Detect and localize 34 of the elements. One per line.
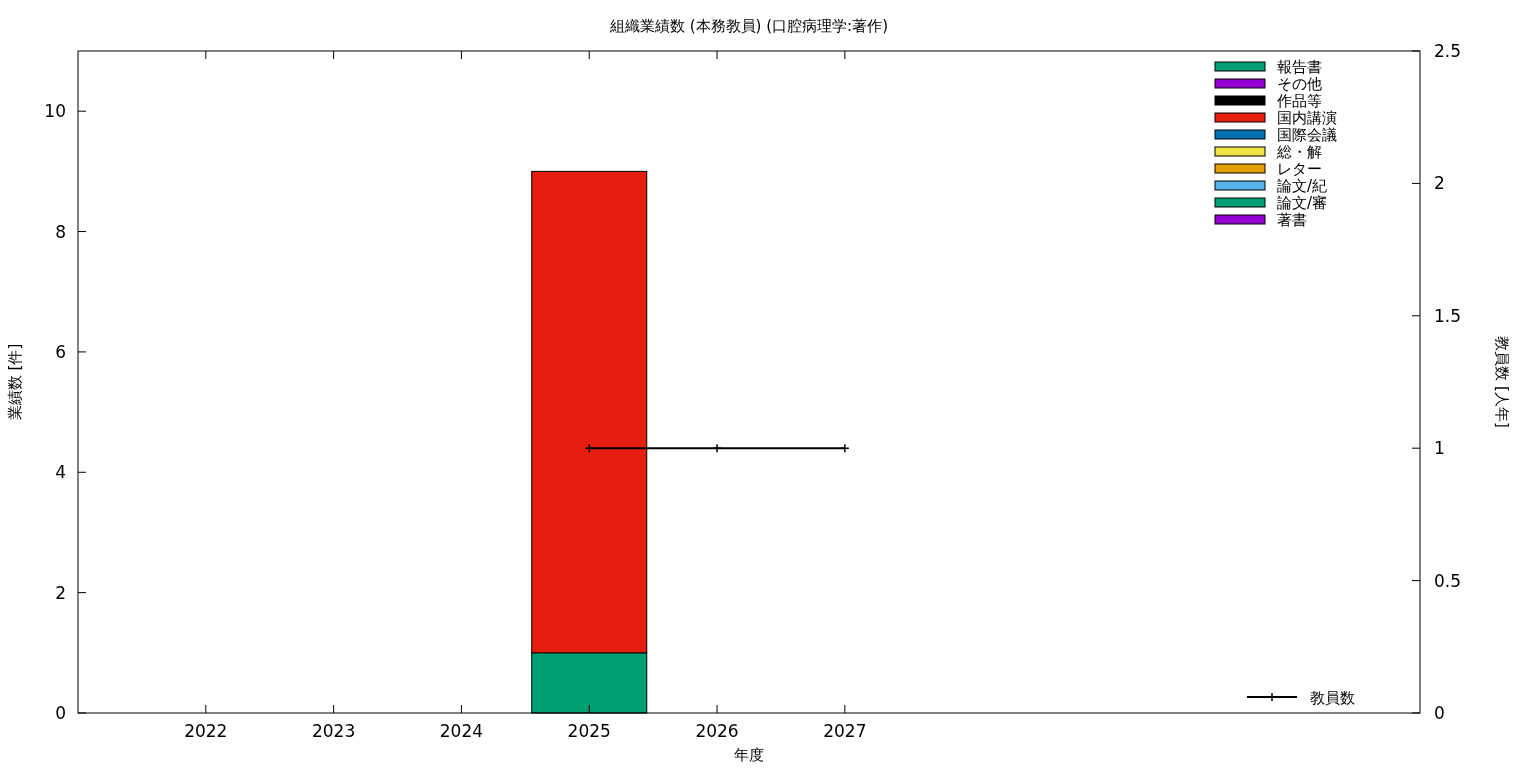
y2-tick-label: 2.5 [1434,41,1462,61]
y-axis-title: 業績数 [件] [6,343,24,421]
y2-tick-label: 0.5 [1434,570,1462,591]
legend-label: 論文/審 [1277,194,1328,212]
chart-title: 組織業績数 (本務教員) (口腔病理学:著作) [609,17,888,35]
legend-label: 国内講演 [1277,109,1337,127]
legend-label: その他 [1277,75,1322,93]
y-tick-label: 2 [55,582,66,603]
legend-label: 論文/紀 [1277,177,1328,195]
y-tick-label: 6 [55,341,66,362]
legend-label: 作品等 [1276,92,1322,110]
y2-tick-label: 2 [1434,173,1445,194]
x-tick-label: 2023 [311,721,356,741]
x-axis-title: 年度 [734,746,764,764]
y2-tick-label: 1 [1434,438,1445,459]
y2-axis-title: 教員数 [人年] [1493,336,1511,428]
x-tick-label: 2024 [439,721,484,741]
legend-label: レター [1277,160,1322,178]
x-tick-label: 2025 [567,721,611,741]
x-tick-label: 2027 [823,721,867,741]
legend-label: 国際会議 [1277,126,1337,144]
y-tick-label: 4 [55,462,66,483]
key-y2: 教員数 [1246,689,1355,707]
y2-tick-label: 0 [1434,703,1445,723]
y-tick-label: 10 [44,101,66,122]
legend-label: 教員数 [1310,689,1355,707]
y-tick-label: 0 [55,703,66,723]
legend-label: 著書 [1277,211,1307,229]
x-tick-label: 2022 [184,721,228,741]
x-tick-label: 2026 [695,721,739,741]
legend-label: 報告書 [1277,58,1322,76]
y2-tick-label: 1.5 [1434,305,1462,326]
legend-label: 総・解 [1276,143,1322,161]
y-tick-label: 8 [55,221,66,242]
